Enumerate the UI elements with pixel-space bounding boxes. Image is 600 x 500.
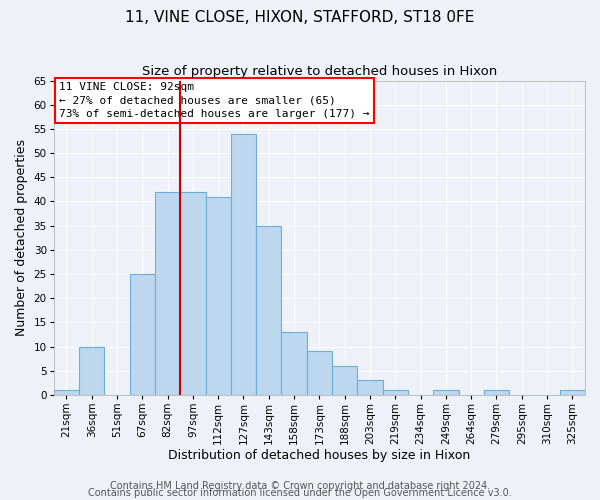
Text: 11 VINE CLOSE: 92sqm
← 27% of detached houses are smaller (65)
73% of semi-detac: 11 VINE CLOSE: 92sqm ← 27% of detached h…: [59, 82, 370, 118]
Y-axis label: Number of detached properties: Number of detached properties: [15, 139, 28, 336]
Bar: [332, 366, 358, 395]
Text: 11, VINE CLOSE, HIXON, STAFFORD, ST18 0FE: 11, VINE CLOSE, HIXON, STAFFORD, ST18 0F…: [125, 10, 475, 25]
Bar: [307, 352, 332, 395]
Bar: [155, 192, 180, 395]
Bar: [383, 390, 408, 395]
Text: Contains HM Land Registry data © Crown copyright and database right 2024.: Contains HM Land Registry data © Crown c…: [110, 481, 490, 491]
Bar: [281, 332, 307, 395]
Bar: [130, 274, 155, 395]
Bar: [484, 390, 509, 395]
Bar: [433, 390, 458, 395]
Bar: [358, 380, 383, 395]
Bar: [206, 196, 231, 395]
Bar: [256, 226, 281, 395]
Title: Size of property relative to detached houses in Hixon: Size of property relative to detached ho…: [142, 65, 497, 78]
X-axis label: Distribution of detached houses by size in Hixon: Distribution of detached houses by size …: [168, 450, 470, 462]
Bar: [560, 390, 585, 395]
Text: Contains public sector information licensed under the Open Government Licence v3: Contains public sector information licen…: [88, 488, 512, 498]
Bar: [79, 346, 104, 395]
Bar: [180, 192, 206, 395]
Bar: [54, 390, 79, 395]
Bar: [231, 134, 256, 395]
